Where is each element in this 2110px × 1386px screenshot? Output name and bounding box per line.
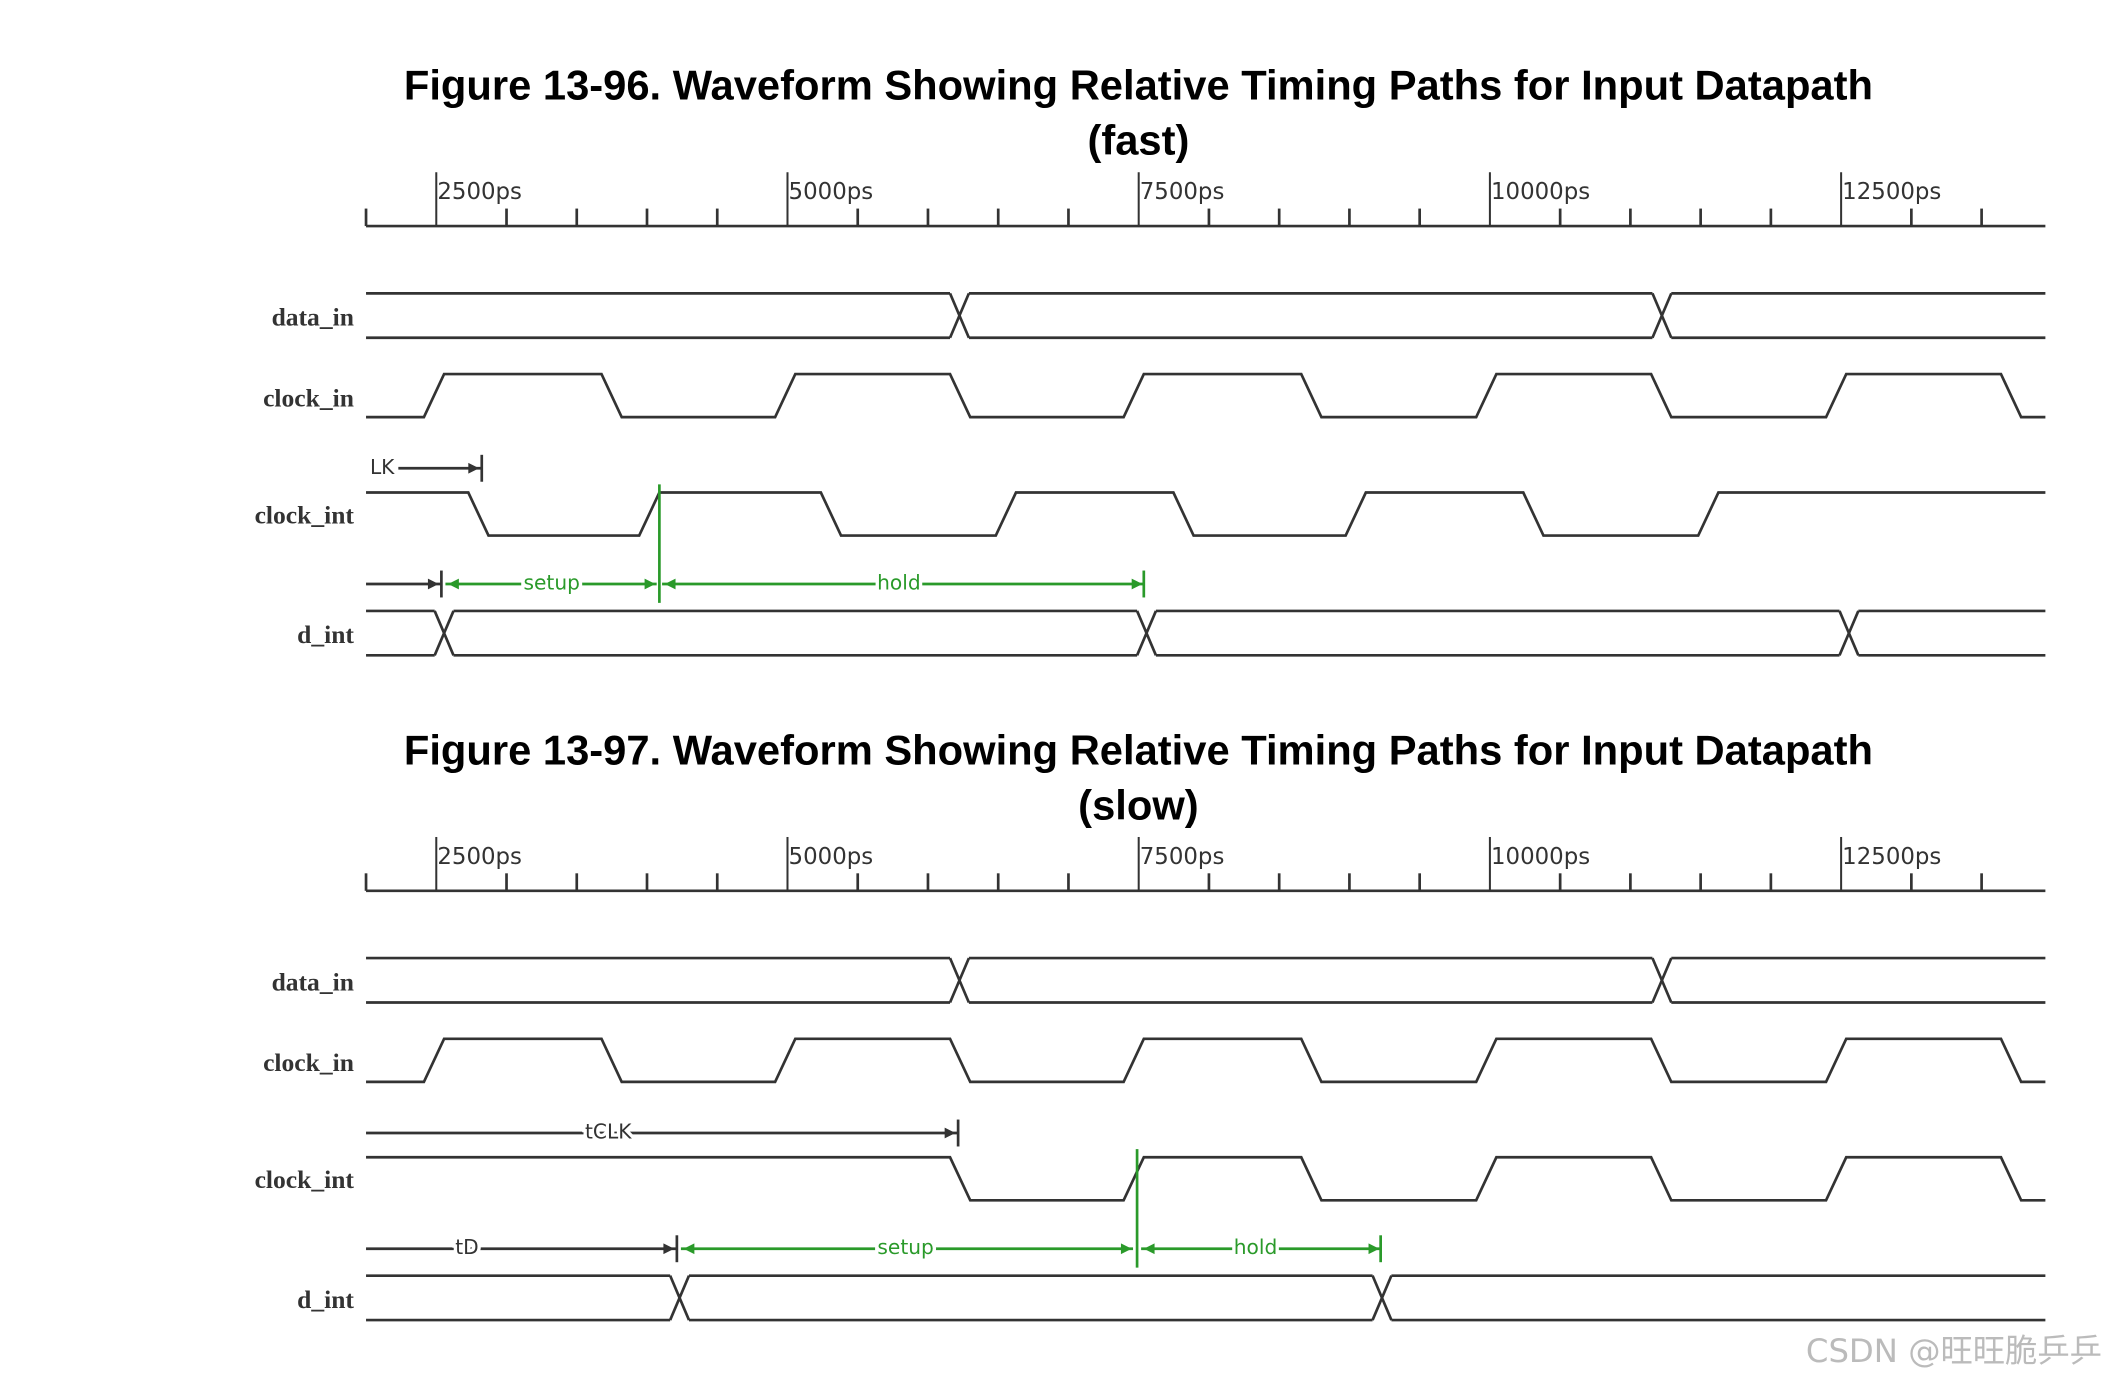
figure-title: Figure 13-97. Waveform Showing Relative … [404, 726, 1873, 773]
signal-name: d_int [297, 620, 354, 649]
axis-tick-label: 7500ps [1140, 179, 1225, 205]
arrow-head [1368, 1243, 1380, 1255]
arrow-head [427, 578, 439, 590]
signal-name: data_in [272, 303, 354, 332]
clock-in-wave [366, 1037, 2046, 1084]
signal-name: clock_int [255, 1165, 355, 1194]
d-int-wave [1838, 610, 1860, 656]
arrow-head [468, 462, 480, 474]
clock-in-wave [366, 372, 2046, 419]
axis-tick-label: 12500ps [1842, 844, 1941, 870]
d-int-wave [433, 610, 455, 656]
annotation: hold [1234, 1235, 1278, 1259]
figure-title: Figure 13-96. Waveform Showing Relative … [404, 62, 1873, 109]
annotation: hold [877, 571, 921, 595]
arrow-head [1131, 578, 1143, 590]
axis-tick-label: 5000ps [789, 179, 874, 205]
axis-tick-label: 7500ps [1140, 844, 1225, 870]
data-in-wave [1651, 957, 1673, 1004]
axis-tick-label: 5000ps [789, 844, 874, 870]
signal-name: clock_in [263, 383, 354, 412]
figure-title: (slow) [1078, 781, 1198, 828]
annotation: LK [370, 455, 395, 479]
arrow-head [1120, 1243, 1132, 1255]
d-int-wave [668, 1275, 691, 1321]
annotation: setup [524, 571, 580, 595]
clock-int-wave [366, 491, 2046, 537]
annotation: tD [455, 1235, 478, 1259]
data-in-wave [948, 957, 971, 1004]
axis-tick-label: 10000ps [1491, 179, 1590, 205]
d-int-wave [1371, 1275, 1393, 1321]
data-in-wave [948, 292, 971, 339]
axis-tick-label: 12500ps [1842, 179, 1941, 205]
arrow-head [664, 578, 676, 590]
signal-name: data_in [272, 967, 354, 996]
axis-tick-label: 2500ps [437, 179, 522, 205]
signal-name: clock_int [255, 500, 355, 529]
watermark: CSDN @旺旺脆乒乒 [1806, 1332, 2102, 1370]
arrow-head [1143, 1243, 1155, 1255]
signal-name: clock_in [263, 1048, 354, 1077]
arrow-head [448, 578, 459, 590]
figure-title: (fast) [1087, 117, 1189, 164]
axis-tick-label: 2500ps [437, 844, 522, 870]
arrow-head [663, 1243, 675, 1255]
data-in-wave [1651, 292, 1673, 339]
annotation: setup [877, 1235, 933, 1259]
arrow-head [944, 1127, 956, 1139]
clock-int-wave [366, 1155, 2046, 1202]
arrow-head [644, 578, 656, 590]
annotation: tCLK [585, 1120, 632, 1144]
arrow-head [683, 1243, 695, 1255]
signal-name: d_int [297, 1285, 354, 1314]
d-int-wave [1135, 610, 1158, 656]
axis-tick-label: 10000ps [1491, 844, 1590, 870]
